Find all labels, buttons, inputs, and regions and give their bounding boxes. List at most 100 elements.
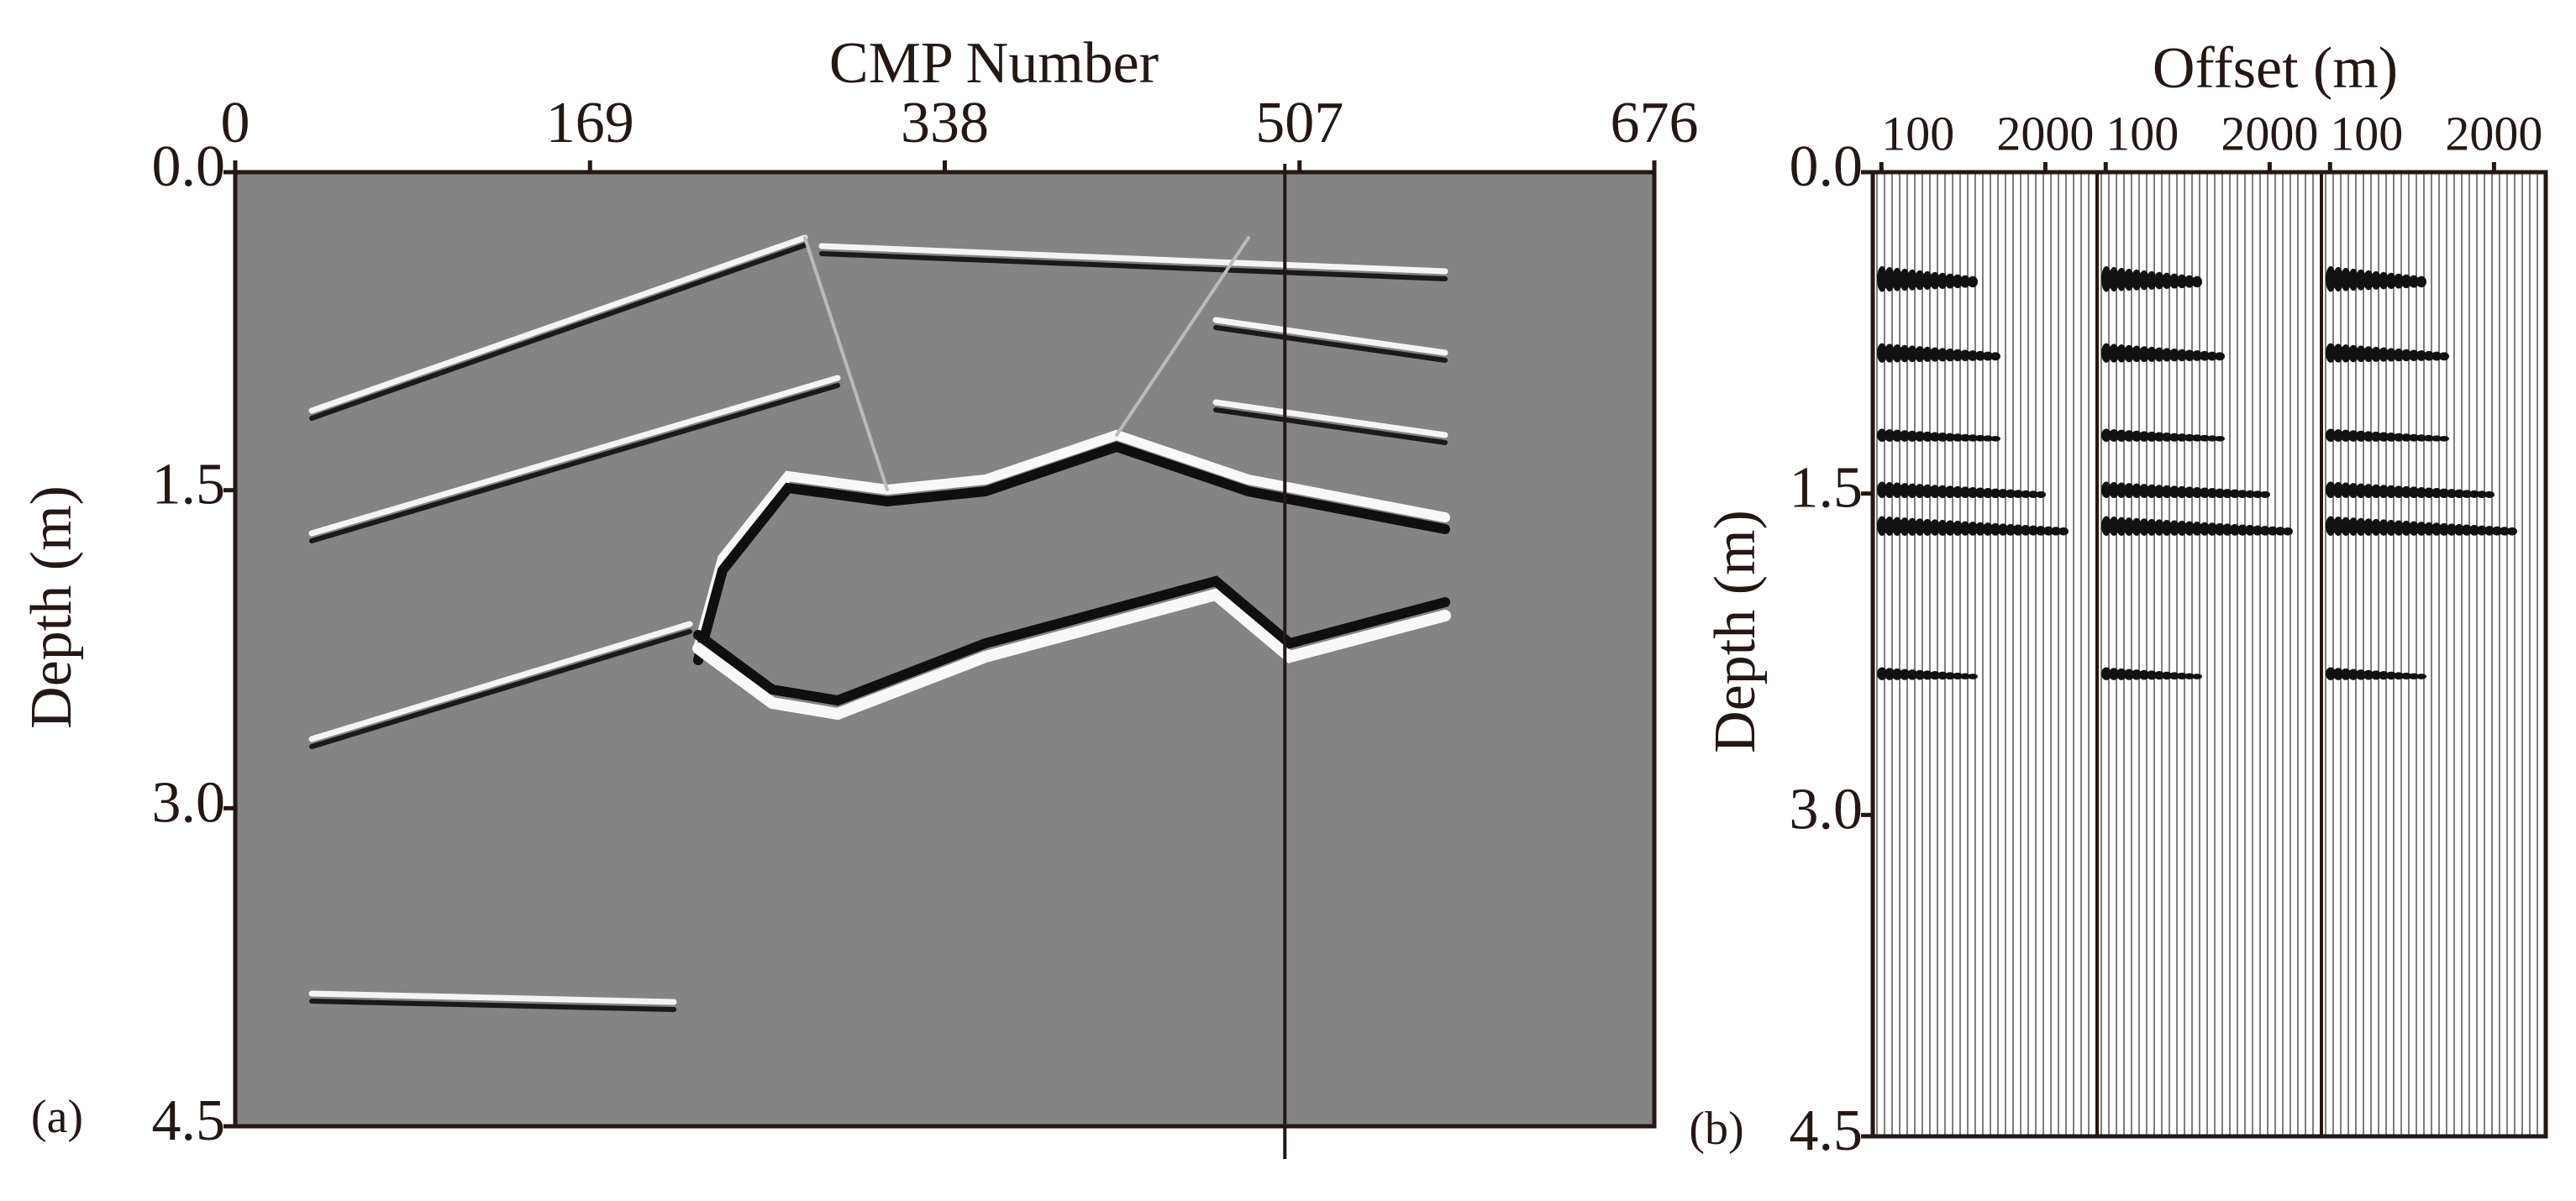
wavelet <box>2036 490 2046 499</box>
wavelet <box>1953 349 1963 362</box>
y-tick-label: 4.5 <box>1790 1099 1864 1163</box>
wavelet <box>2132 345 2142 363</box>
wavelet <box>2116 668 2127 680</box>
wavelet <box>2363 431 2374 442</box>
y-axis-title: Depth (m) <box>1703 510 1768 753</box>
y-tick-label: 4.5 <box>152 1088 226 1153</box>
wavelet <box>2401 485 2411 499</box>
wavelet <box>2363 518 2374 536</box>
wavelet <box>2139 669 2149 680</box>
wavelet <box>2207 435 2217 442</box>
wavelet <box>2439 352 2449 361</box>
wavelet <box>2394 485 2404 499</box>
y-tick-label: 3.0 <box>1790 777 1864 842</box>
wavelet <box>2447 523 2457 536</box>
wavelet <box>2409 673 2419 679</box>
wavelet <box>1877 481 1887 499</box>
wavelet <box>2275 527 2285 536</box>
wavelet <box>2439 522 2449 536</box>
y-tick-label: 3.0 <box>152 770 226 835</box>
wavelet <box>1915 270 1925 291</box>
wavelet <box>1922 346 1932 362</box>
wavelet <box>2326 428 2336 442</box>
wavelet <box>1945 485 1955 499</box>
wavelet <box>2409 275 2419 288</box>
wavelet <box>1900 669 1910 680</box>
wavelet <box>1892 482 1902 499</box>
wavelet <box>2154 271 2164 290</box>
wavelet <box>2431 522 2442 536</box>
wiggle-panel <box>1873 172 2546 1136</box>
wavelet <box>1892 344 1902 363</box>
wavelet <box>1968 275 1978 288</box>
wavelet <box>1930 670 1940 680</box>
wavelet <box>2268 526 2278 536</box>
wavelet <box>1945 672 1955 680</box>
wavelet <box>2124 268 2134 291</box>
wavelet <box>1915 431 1925 442</box>
x-tick-label: 2000 <box>2445 106 2542 160</box>
x-tick-label: 0 <box>221 91 250 155</box>
wavelet <box>1885 344 1895 363</box>
wavelet <box>1937 519 1948 536</box>
wavelet <box>2379 485 2389 499</box>
wavelet <box>2348 344 2358 363</box>
wavelet <box>2371 484 2381 499</box>
wavelet <box>2109 482 2119 499</box>
wavelet <box>2245 490 2255 499</box>
wavelet <box>2379 271 2389 290</box>
wavelet <box>2124 344 2134 363</box>
wavelet <box>2371 518 2381 536</box>
wavelet <box>2439 435 2449 442</box>
x-tick-label: 100 <box>2330 106 2403 160</box>
wavelet <box>2363 484 2374 499</box>
wavelet <box>2124 430 2134 442</box>
wavelet <box>1907 345 1917 363</box>
wavelet <box>2021 490 2031 499</box>
wavelet <box>2333 482 2343 499</box>
wavelet <box>2184 433 2195 442</box>
x-tick-label: 100 <box>2105 106 2179 160</box>
wavelet <box>2116 482 2127 499</box>
wavelet <box>2447 489 2457 499</box>
wavelet <box>2132 430 2142 442</box>
wavelet <box>2386 519 2396 536</box>
wavelet <box>1953 485 1963 499</box>
wavelet <box>2326 516 2336 536</box>
wavelet <box>2215 352 2225 361</box>
wavelet <box>2109 517 2119 536</box>
wavelet <box>2394 349 2404 362</box>
wavelet <box>2409 521 2419 536</box>
wavelet <box>2348 430 2358 442</box>
wavelet <box>1983 351 1993 361</box>
x-axis-title: CMP Number <box>829 31 1159 96</box>
wavelet <box>2253 525 2263 536</box>
wavelet <box>2386 485 2396 499</box>
wavelet <box>2424 434 2434 442</box>
wavelet <box>2147 518 2157 536</box>
wavelet <box>2326 667 2336 680</box>
wavelet <box>2379 519 2389 536</box>
wavelet <box>2469 525 2479 536</box>
wavelet <box>2101 481 2111 499</box>
wavelet <box>2058 527 2069 536</box>
wavelet <box>1960 275 1970 288</box>
wavelet <box>2401 433 2411 442</box>
wavelet <box>2348 268 2358 291</box>
wavelet <box>1953 521 1963 536</box>
wavelet <box>2006 523 2016 536</box>
wavelet <box>1892 267 1902 291</box>
wavelet <box>1983 435 1993 442</box>
wavelet <box>1885 429 1895 442</box>
wavelet <box>1937 485 1948 499</box>
wavelet <box>2245 525 2255 536</box>
wavelet <box>2237 490 2247 499</box>
wavelet <box>2341 668 2351 680</box>
wavelet <box>1968 350 1978 361</box>
y-tick-label: 0.0 <box>152 134 226 199</box>
wavelet <box>1930 432 1940 442</box>
wavelet <box>2116 517 2127 536</box>
wavelet <box>2162 519 2172 536</box>
wavelet <box>2394 520 2404 536</box>
